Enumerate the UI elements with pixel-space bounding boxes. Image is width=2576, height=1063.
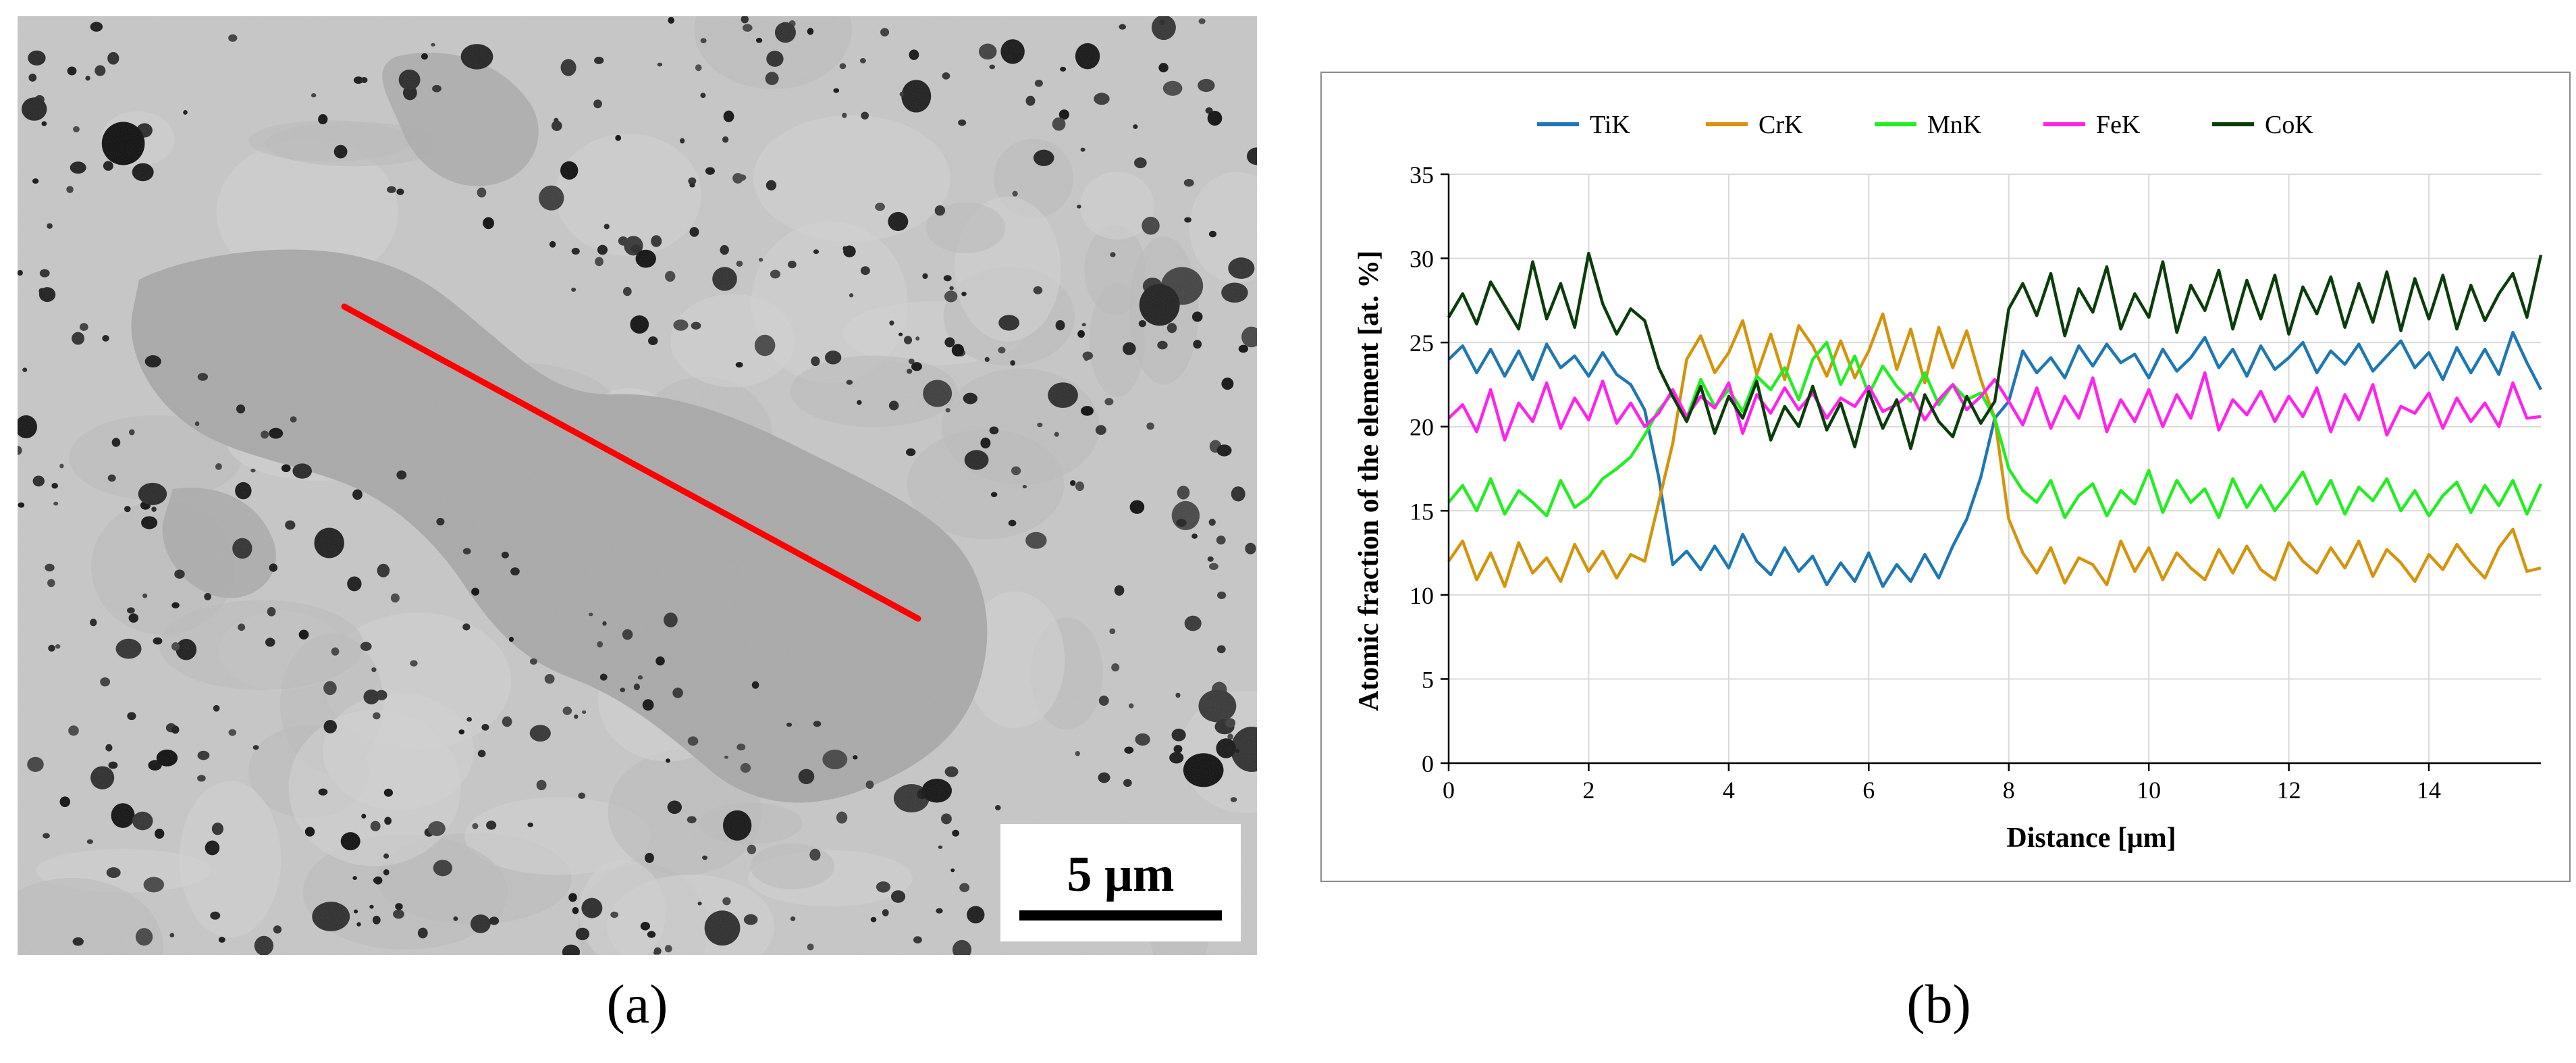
scale-bar [1019, 910, 1222, 921]
x-tick-label: 8 [2003, 777, 2015, 804]
y-tick-label: 0 [1422, 750, 1434, 777]
x-tick-label: 14 [2417, 777, 2441, 804]
legend-item-crk: CrK [1706, 111, 1803, 139]
panel-label-b: (b) [1906, 973, 1971, 1035]
y-tick-label: 25 [1410, 330, 1434, 357]
y-tick-label: 10 [1410, 582, 1434, 609]
line-scan-path [341, 303, 921, 622]
legend-item-fek: FeK [2043, 111, 2141, 139]
chart-series [1447, 251, 2543, 588]
x-tick-label: 0 [1443, 777, 1455, 804]
legend-item-cok: CoK [2212, 111, 2313, 139]
chart-axes: 0 5 10 15 20 25 30 35 0 2 4 6 8 10 12 14 [1410, 161, 2541, 804]
sem-noise-overlay [18, 16, 1257, 955]
x-tick-label: 12 [2277, 777, 2301, 804]
sem-micrograph: 5 μm [18, 16, 1257, 955]
legend-label: CoK [2265, 111, 2313, 139]
legend-label: CrK [1759, 111, 1803, 139]
chart-panel: TiK CrK MnK FeK CoK 0 5 10 15 20 25 30 35 0 2 4 6 8 10 12 1… [1320, 72, 2571, 882]
y-tick-label: 5 [1422, 666, 1434, 693]
legend-item-mnk: MnK [1875, 111, 1982, 139]
chart-legend: TiK CrK MnK FeK CoK [1537, 111, 2313, 139]
x-tick-label: 4 [1723, 777, 1735, 804]
y-tick-label: 20 [1410, 414, 1434, 441]
legend-label: MnK [1927, 111, 1982, 139]
y-tick-label: 30 [1410, 246, 1434, 273]
panel-label-a: (a) [606, 973, 668, 1035]
x-tick-label: 6 [1862, 777, 1875, 804]
legend-label: FeK [2096, 111, 2141, 139]
series-line-cok [1447, 251, 2543, 450]
x-tick-label: 10 [2137, 777, 2161, 804]
series-line-fek [1447, 371, 2542, 442]
scale-bar-label: 5 μm [1067, 847, 1174, 902]
chart-border [1320, 72, 2571, 882]
legend-label: TiK [1590, 111, 1630, 139]
scale-bar-box: 5 μm [1000, 824, 1241, 941]
y-tick-label: 15 [1410, 498, 1434, 525]
x-tick-label: 2 [1582, 777, 1594, 804]
x-axis-label: Distance [μm] [2006, 823, 2176, 854]
y-axis-label: Atomic fraction of the element [at. %] [1353, 251, 1385, 711]
y-tick-label: 35 [1410, 161, 1434, 188]
legend-item-tik: TiK [1537, 111, 1630, 139]
series-line-mnk [1447, 340, 2543, 519]
